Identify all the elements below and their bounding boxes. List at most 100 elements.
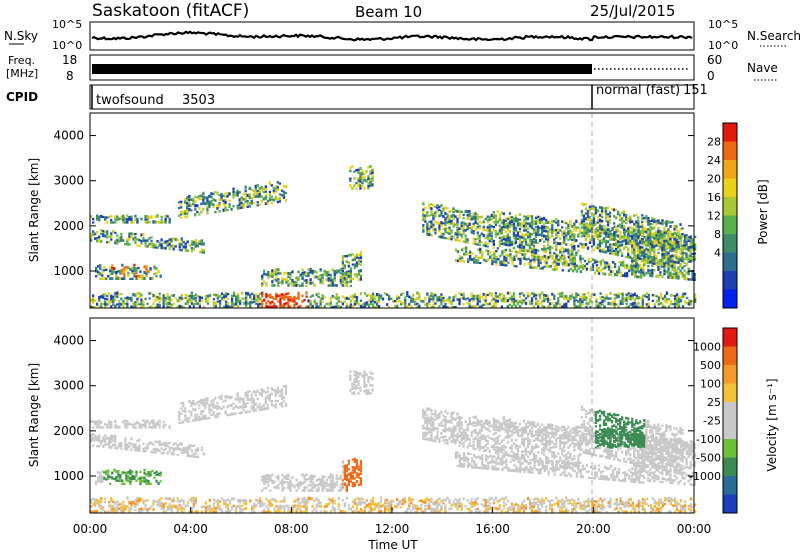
heatmap-cell xyxy=(633,248,636,251)
heatmap-cell xyxy=(604,245,608,248)
heatmap-cell xyxy=(671,254,674,258)
heatmap-cell xyxy=(210,409,213,412)
heatmap-cell xyxy=(240,201,243,205)
heatmap-cell xyxy=(484,419,487,423)
y-tick-label: 1000 xyxy=(53,264,84,278)
heatmap-cell xyxy=(563,254,566,258)
heatmap-cell xyxy=(263,479,266,483)
heatmap-cell xyxy=(655,295,658,298)
heatmap-cell xyxy=(250,188,253,191)
heatmap-cell xyxy=(503,255,506,259)
heatmap-cell xyxy=(506,233,510,237)
heatmap-cell xyxy=(363,375,366,379)
heatmap-cell xyxy=(685,258,688,261)
heatmap-cell xyxy=(462,431,465,434)
heatmap-cell xyxy=(440,232,443,236)
heatmap-cell xyxy=(426,431,429,435)
heatmap-cell xyxy=(500,292,503,296)
heatmap-cell xyxy=(309,305,312,308)
heatmap-cell xyxy=(490,237,493,240)
heatmap-cell xyxy=(475,261,478,264)
heatmap-cell xyxy=(202,401,205,404)
heatmap-cell xyxy=(367,186,370,190)
heatmap-cell xyxy=(192,452,195,455)
heatmap-cell xyxy=(604,210,608,213)
heatmap-cell xyxy=(452,235,455,239)
heatmap-cell xyxy=(543,453,546,456)
heatmap-cell xyxy=(494,302,497,305)
heatmap-cell xyxy=(158,221,161,224)
heatmap-cell xyxy=(665,270,668,274)
heatmap-cell xyxy=(245,296,248,299)
heatmap-cell xyxy=(496,232,499,236)
heatmap-cell xyxy=(693,258,696,261)
heatmap-cell xyxy=(619,244,622,247)
heatmap-cell xyxy=(545,229,548,233)
heatmap-cell xyxy=(466,301,469,305)
heatmap-cell xyxy=(663,248,666,252)
heatmap-cell xyxy=(168,238,171,241)
heatmap-cell xyxy=(444,223,447,227)
heatmap-cell xyxy=(661,265,664,268)
heatmap-cell xyxy=(249,302,252,306)
heatmap-cell xyxy=(114,437,117,441)
heatmap-cell xyxy=(285,277,288,281)
heatmap-cell xyxy=(476,431,479,435)
heatmap-cell xyxy=(577,226,580,229)
heatmap-cell xyxy=(500,447,503,451)
heatmap-cell xyxy=(481,253,484,257)
heatmap-cell xyxy=(472,215,475,218)
heatmap-cell xyxy=(438,412,441,416)
heatmap-cell xyxy=(647,256,650,260)
heatmap-cell xyxy=(472,440,475,444)
heatmap-cell xyxy=(486,446,489,450)
heatmap-cell xyxy=(444,230,447,234)
heatmap-cell xyxy=(466,445,469,449)
heatmap-cell xyxy=(430,210,433,214)
heatmap-cell xyxy=(557,219,560,223)
heatmap-cell xyxy=(135,268,138,272)
heatmap-cell xyxy=(659,258,662,262)
heatmap-cell xyxy=(90,298,93,302)
heatmap-cell xyxy=(367,177,370,181)
heatmap-cell xyxy=(575,264,578,268)
heatmap-cell xyxy=(349,295,352,299)
heatmap-cell xyxy=(345,469,348,473)
heatmap-cell xyxy=(283,278,286,281)
heatmap-cell xyxy=(512,246,516,250)
heatmap-cell xyxy=(134,236,137,239)
heatmap-cell xyxy=(341,255,344,259)
heatmap-cell xyxy=(681,272,684,276)
heatmap-cell xyxy=(607,233,610,236)
heatmap-cell xyxy=(518,434,522,438)
heatmap-cell xyxy=(432,217,435,221)
heatmap-cell xyxy=(628,269,631,273)
heatmap-cell xyxy=(254,192,257,195)
heatmap-cell xyxy=(657,259,660,262)
heatmap-cell xyxy=(456,259,460,263)
heatmap-cell xyxy=(474,296,477,300)
heatmap-cell xyxy=(343,464,346,467)
heatmap-cell xyxy=(479,247,482,251)
heatmap-cell xyxy=(510,240,514,244)
heatmap-cell xyxy=(617,242,620,246)
heatmap-cell xyxy=(272,189,275,192)
heatmap-cell xyxy=(251,301,254,304)
heatmap-cell xyxy=(186,449,189,452)
heatmap-cell xyxy=(134,218,137,221)
heatmap-cell xyxy=(502,242,505,246)
heatmap-cell xyxy=(200,202,203,206)
heatmap-cell xyxy=(468,422,471,426)
heatmap-cell xyxy=(359,250,363,255)
heatmap-cell xyxy=(361,181,364,185)
heatmap-cell xyxy=(101,274,104,277)
heatmap-cell xyxy=(232,193,235,197)
heatmap-cell xyxy=(601,299,604,303)
heatmap-cell xyxy=(351,458,354,461)
heatmap-cell xyxy=(224,305,228,308)
heatmap-cell xyxy=(373,305,377,308)
cpid-label: CPID xyxy=(6,90,38,104)
heatmap-cell xyxy=(101,474,104,478)
heatmap-cell xyxy=(426,305,429,308)
heatmap-cell xyxy=(545,250,548,254)
